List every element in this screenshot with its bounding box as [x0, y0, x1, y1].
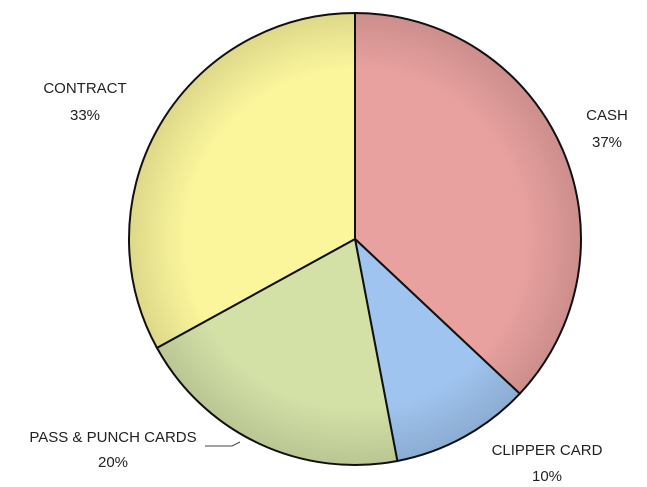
slice-label: CLIPPER CARD: [492, 442, 603, 459]
slice-label: CONTRACT: [43, 80, 126, 97]
slice-label: PASS & PUNCH CARDS: [29, 429, 196, 446]
slice-value-label: 20%: [98, 454, 128, 471]
leader-line: [205, 441, 241, 447]
slice-label: CASH: [586, 107, 628, 124]
slice-value-label: 33%: [70, 107, 100, 124]
slice-value-label: 37%: [592, 134, 622, 151]
slice-value-label: 10%: [532, 468, 562, 485]
